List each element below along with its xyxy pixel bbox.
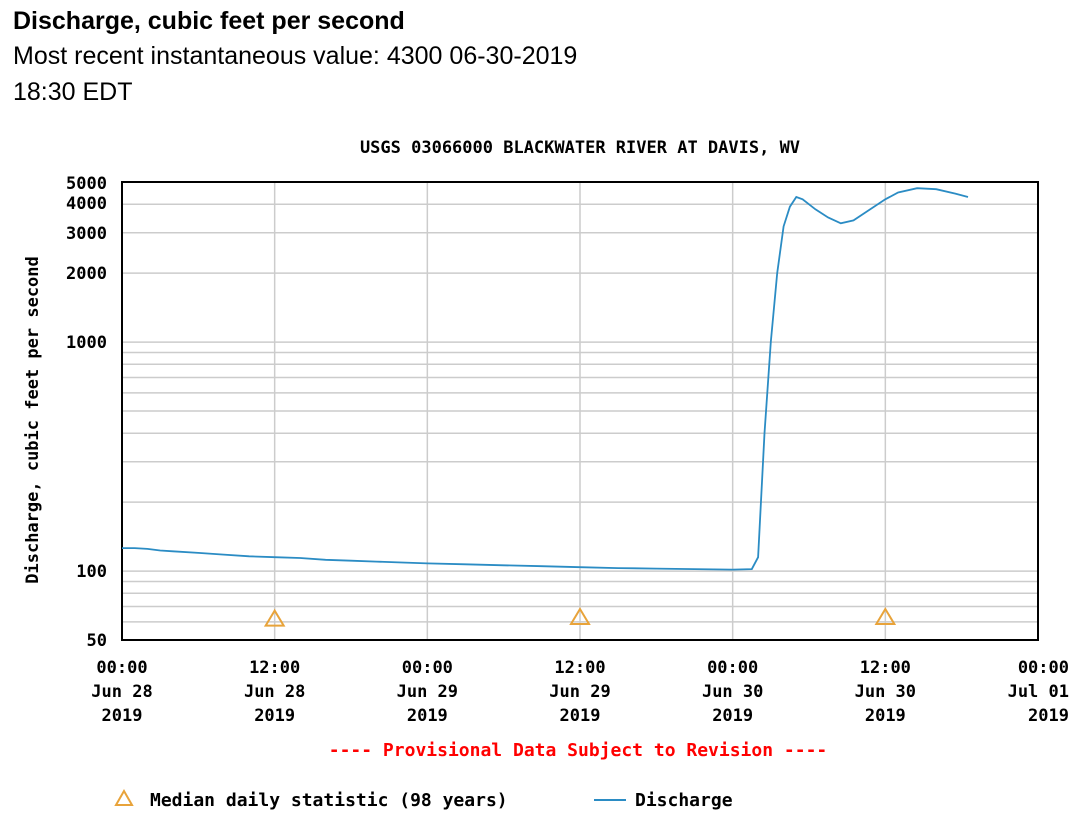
recent-value: 4300 — [386, 42, 443, 70]
x-tick-label: 2019 — [712, 706, 753, 726]
y-tick-label: 5000 — [66, 174, 107, 194]
y-tick-label: 50 — [87, 631, 107, 651]
x-tick-label: Jul 01 — [1008, 682, 1069, 702]
x-tick-label: 2019 — [254, 706, 295, 726]
x-tick-label: 2019 — [1028, 706, 1069, 726]
y-tick-label: 3000 — [66, 224, 107, 244]
chart-title: USGS 03066000 BLACKWATER RIVER AT DAVIS,… — [360, 138, 800, 158]
x-tick-label: 2019 — [407, 706, 448, 726]
legend-median-label: Median daily statistic (98 years) — [150, 790, 508, 811]
y-axis-label: Discharge, cubic feet per second — [23, 256, 43, 584]
x-tick-label: 00:00 — [96, 658, 147, 678]
x-tick-label: Jun 30 — [855, 682, 916, 702]
x-tick-label: Jun 28 — [244, 682, 305, 702]
x-tick-label: 2019 — [865, 706, 906, 726]
legend: Median daily statistic (98 years) Discha… — [114, 788, 733, 811]
discharge-line — [122, 187, 969, 571]
recent-value-time: 18:30 EDT — [13, 78, 133, 106]
x-tick-label: 00:00 — [402, 658, 453, 678]
series-layer — [122, 187, 969, 571]
x-tick-label: Jun 28 — [91, 682, 152, 702]
x-tick-label: 00:00 — [1018, 658, 1069, 678]
x-tick-label: 12:00 — [249, 658, 300, 678]
x-tick-label: Jun 30 — [702, 682, 763, 702]
page-title: Discharge, cubic feet per second — [13, 7, 405, 35]
grid-lines — [122, 182, 1038, 640]
recent-value-text: Most recent instantaneous value: 4300 06… — [13, 38, 633, 110]
x-tick-labels: 00:00 Jun 28 2019 12:00 Jun 28 2019 00:00 Jun 2… — [91, 658, 1069, 726]
recent-value-date: 06-30-2019 — [449, 42, 578, 70]
x-tick-label: Jun 29 — [397, 682, 458, 702]
marker-layer — [263, 607, 897, 627]
x-tick-label: 12:00 — [554, 658, 605, 678]
legend-discharge-label: Discharge — [635, 790, 733, 811]
x-tick-label: 2019 — [102, 706, 143, 726]
median-marker — [263, 608, 286, 627]
x-tick-label: Jun 29 — [549, 682, 610, 702]
x-tick-label: 00:00 — [707, 658, 758, 678]
y-tick-label: 4000 — [66, 194, 107, 214]
median-marker — [569, 607, 591, 626]
legend-median-icon — [114, 788, 134, 806]
plot-frame — [121, 181, 1039, 641]
y-tick-label: 2000 — [66, 264, 107, 284]
y-tick-label: 1000 — [66, 333, 107, 353]
provisional-note: ---- Provisional Data Subject to Revisio… — [329, 740, 828, 761]
y-tick-label: 100 — [76, 562, 107, 582]
x-tick-label: 12:00 — [860, 658, 911, 678]
recent-value-label: Most recent instantaneous value: — [13, 42, 380, 70]
median-marker — [874, 607, 897, 626]
page-header: Discharge, cubic feet per second Most re… — [13, 4, 713, 110]
x-tick-label: 2019 — [560, 706, 601, 726]
